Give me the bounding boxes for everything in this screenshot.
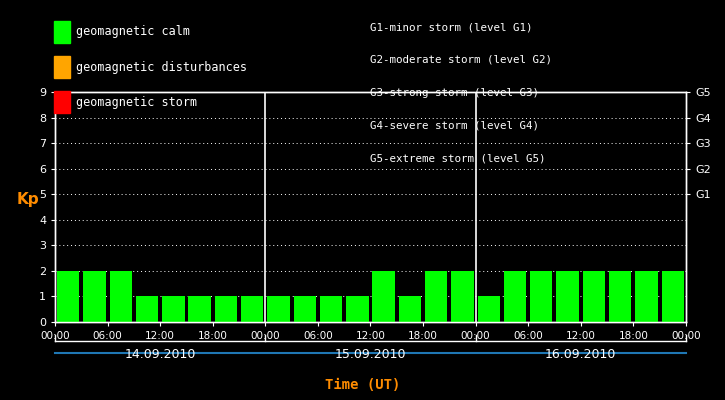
Bar: [83, 271, 106, 322]
Text: G5-extreme storm (level G5): G5-extreme storm (level G5): [370, 153, 545, 163]
Bar: [451, 271, 473, 322]
Bar: [530, 271, 552, 322]
Bar: [635, 271, 658, 322]
Bar: [294, 296, 316, 322]
Text: G1-minor storm (level G1): G1-minor storm (level G1): [370, 22, 532, 32]
Bar: [136, 296, 158, 322]
Text: G4-severe storm (level G4): G4-severe storm (level G4): [370, 120, 539, 130]
Text: geomagnetic storm: geomagnetic storm: [76, 96, 197, 109]
Bar: [373, 271, 395, 322]
Bar: [661, 271, 684, 322]
Bar: [583, 271, 605, 322]
Text: geomagnetic disturbances: geomagnetic disturbances: [76, 61, 247, 74]
Bar: [556, 271, 579, 322]
Text: Time (UT): Time (UT): [325, 378, 400, 392]
Bar: [215, 296, 237, 322]
Bar: [425, 271, 447, 322]
Bar: [504, 271, 526, 322]
Text: 16.09.2010: 16.09.2010: [545, 348, 616, 360]
Bar: [320, 296, 342, 322]
Bar: [399, 296, 421, 322]
Y-axis label: Kp: Kp: [17, 192, 39, 207]
Text: geomagnetic calm: geomagnetic calm: [76, 26, 190, 38]
Bar: [188, 296, 211, 322]
Text: 15.09.2010: 15.09.2010: [335, 348, 406, 360]
Bar: [109, 271, 132, 322]
Bar: [346, 296, 368, 322]
Text: G3-strong storm (level G3): G3-strong storm (level G3): [370, 88, 539, 98]
Text: G2-moderate storm (level G2): G2-moderate storm (level G2): [370, 55, 552, 65]
Bar: [268, 296, 290, 322]
Bar: [162, 296, 185, 322]
Bar: [478, 296, 500, 322]
Text: 14.09.2010: 14.09.2010: [125, 348, 196, 360]
Bar: [609, 271, 631, 322]
Bar: [57, 271, 80, 322]
Bar: [241, 296, 263, 322]
